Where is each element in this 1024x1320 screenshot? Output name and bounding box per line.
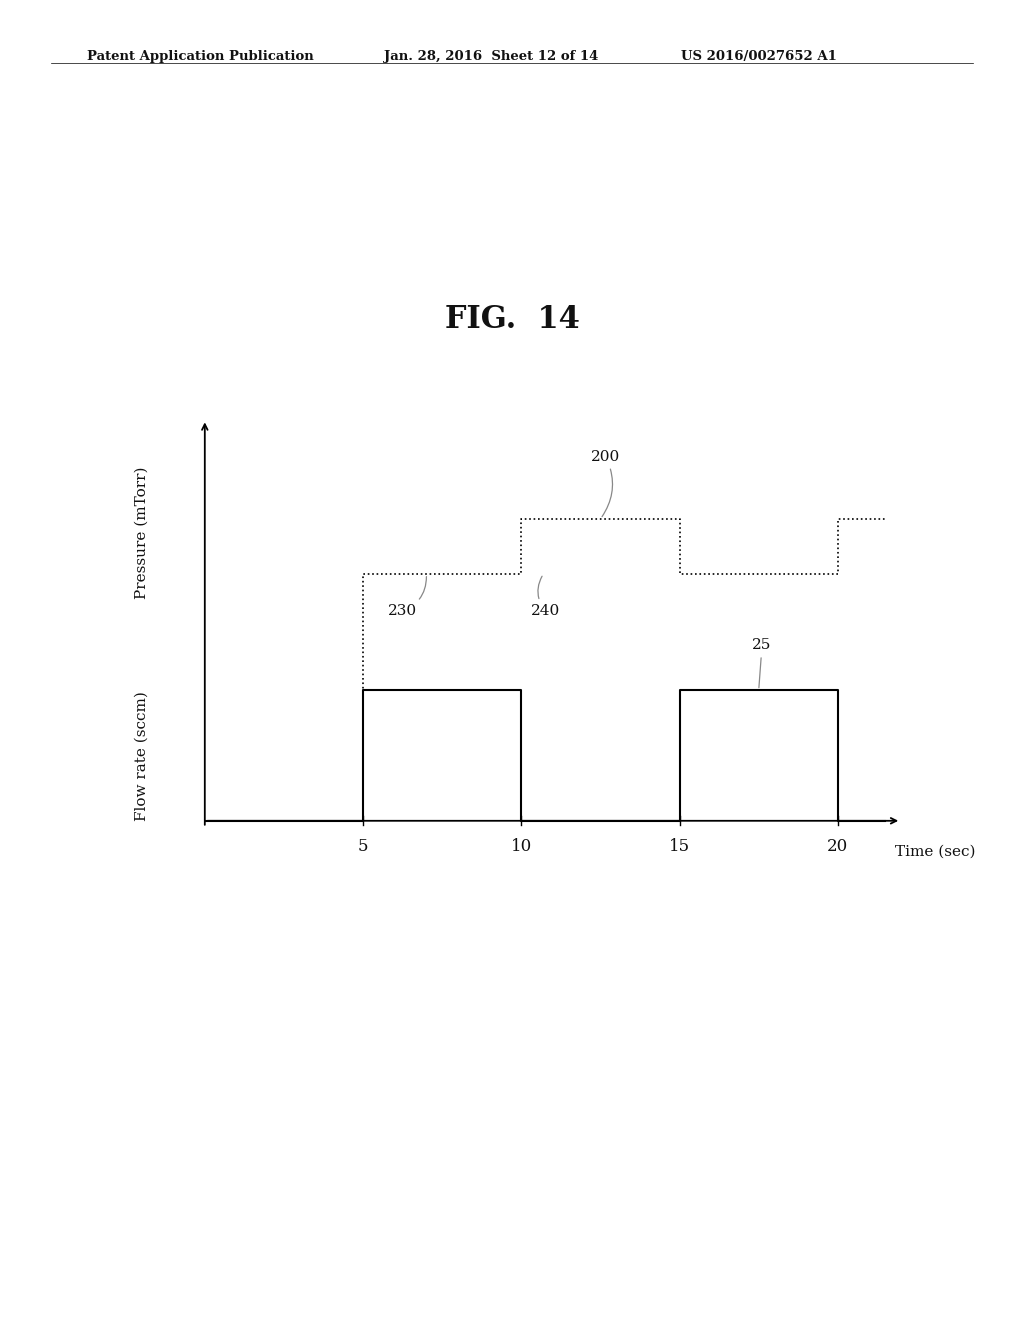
Text: 200: 200: [591, 450, 621, 516]
Text: Time (sec): Time (sec): [895, 845, 975, 859]
Text: 5: 5: [357, 838, 369, 855]
Text: Patent Application Publication: Patent Application Publication: [87, 50, 313, 63]
Text: Flow rate (sccm): Flow rate (sccm): [134, 690, 148, 821]
Text: 20: 20: [827, 838, 849, 855]
Text: FIG.  14: FIG. 14: [444, 304, 580, 334]
Text: 15: 15: [669, 838, 690, 855]
Text: Pressure (mTorr): Pressure (mTorr): [134, 466, 148, 599]
Text: US 2016/0027652 A1: US 2016/0027652 A1: [681, 50, 837, 63]
Text: 230: 230: [388, 577, 426, 618]
Text: Jan. 28, 2016  Sheet 12 of 14: Jan. 28, 2016 Sheet 12 of 14: [384, 50, 598, 63]
Text: 25: 25: [753, 639, 772, 688]
Text: 10: 10: [511, 838, 531, 855]
Text: 240: 240: [530, 577, 560, 618]
